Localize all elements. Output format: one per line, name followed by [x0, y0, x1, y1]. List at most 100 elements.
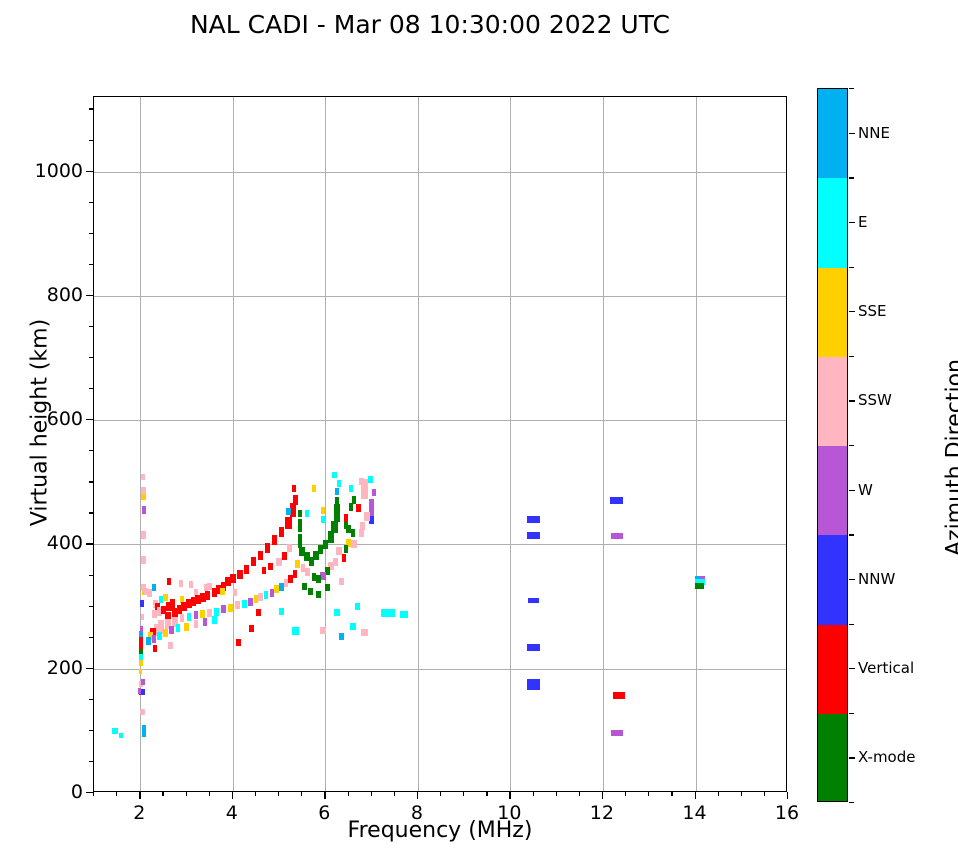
colorbar-boundary-tick [849, 88, 854, 90]
colorbar-boundary-tick [849, 355, 854, 358]
data-mark [152, 599, 158, 608]
data-mark [248, 597, 253, 606]
colorbar-label-ssw: SSW [858, 391, 892, 410]
data-mark [204, 590, 211, 600]
data-mark [152, 645, 158, 653]
colorbar-boundary-tick [849, 177, 854, 179]
data-mark [178, 579, 184, 587]
data-mark [295, 560, 300, 569]
data-mark [112, 727, 118, 734]
data-mark [232, 589, 238, 597]
data-mark [331, 521, 338, 533]
data-mark [289, 503, 297, 518]
data-mark [327, 531, 335, 543]
data-mark [151, 584, 157, 592]
x-tick-minor [301, 792, 303, 796]
data-mark [317, 544, 324, 554]
x-tick-major [231, 792, 234, 799]
data-mark [527, 531, 541, 539]
data-mark [175, 624, 181, 633]
gridline-horizontal [94, 668, 786, 670]
x-tick-major [416, 792, 419, 799]
data-mark [163, 593, 168, 601]
data-mark [285, 516, 292, 529]
data-mark [169, 599, 176, 608]
y-tick-label: 200 [46, 656, 83, 679]
y-tick-minor [89, 698, 93, 701]
data-mark [211, 588, 218, 598]
colorbar-segment-nnw [818, 535, 847, 625]
gridline-vertical [417, 97, 419, 791]
y-tick-major [86, 419, 93, 421]
data-mark [346, 538, 351, 547]
data-mark [320, 571, 326, 580]
data-mark [274, 585, 279, 594]
x-tick-minor [486, 792, 488, 796]
data-mark [166, 602, 172, 612]
colorbar-segment-ssw [818, 356, 847, 447]
data-mark [160, 605, 166, 614]
data-mark [694, 583, 704, 590]
data-mark [334, 511, 340, 522]
y-tick-minor [89, 450, 93, 452]
x-tick-label: 4 [225, 802, 238, 824]
data-mark [336, 480, 342, 487]
data-mark [332, 557, 339, 566]
data-mark [212, 616, 217, 625]
data-mark [235, 601, 240, 610]
data-mark [313, 551, 319, 561]
data-mark [368, 499, 375, 518]
data-mark [141, 506, 147, 515]
y-tick-minor [89, 481, 93, 483]
data-mark [278, 527, 285, 537]
data-mark [271, 534, 278, 545]
data-mark [220, 582, 227, 592]
data-mark [214, 607, 219, 616]
data-mark [297, 519, 303, 527]
data-mark [264, 542, 271, 553]
y-tick-minor [89, 636, 93, 638]
data-mark [350, 529, 356, 538]
data-mark [147, 588, 152, 597]
gridline-vertical [232, 97, 234, 791]
data-mark [242, 599, 247, 608]
y-tick-label: 400 [46, 532, 83, 555]
data-mark [305, 568, 310, 577]
data-mark [315, 574, 322, 583]
data-mark [400, 610, 408, 618]
colorbar-segment-sse [818, 267, 847, 358]
gridline-vertical [140, 97, 142, 791]
data-mark [186, 599, 192, 608]
colorbar-label-nne: NNE [858, 123, 890, 142]
data-mark [297, 525, 303, 533]
colorbar-tick [849, 668, 855, 670]
data-mark [610, 533, 623, 540]
data-mark [613, 691, 626, 699]
data-mark [220, 587, 225, 595]
data-mark [367, 475, 374, 483]
data-mark [179, 613, 185, 622]
data-mark [348, 485, 354, 492]
colorbar-boundary-tick [849, 712, 854, 715]
data-mark [292, 627, 299, 636]
data-mark [139, 653, 144, 660]
x-tick-minor [208, 792, 210, 796]
data-mark [140, 625, 144, 632]
data-mark [140, 600, 144, 607]
data-mark [195, 594, 201, 604]
colorbar-segment-nne [818, 89, 847, 179]
y-tick-label: 0 [70, 781, 83, 803]
data-mark [338, 578, 345, 586]
data-mark [286, 508, 291, 515]
data-mark [176, 605, 183, 615]
x-tick-minor [440, 792, 442, 796]
data-mark [333, 609, 341, 617]
data-mark [334, 488, 340, 496]
data-mark [351, 540, 357, 549]
x-tick-minor [648, 792, 650, 796]
data-mark [297, 533, 303, 541]
data-mark [304, 509, 310, 517]
data-mark [300, 564, 306, 572]
data-mark [179, 595, 185, 603]
data-mark [527, 684, 541, 691]
